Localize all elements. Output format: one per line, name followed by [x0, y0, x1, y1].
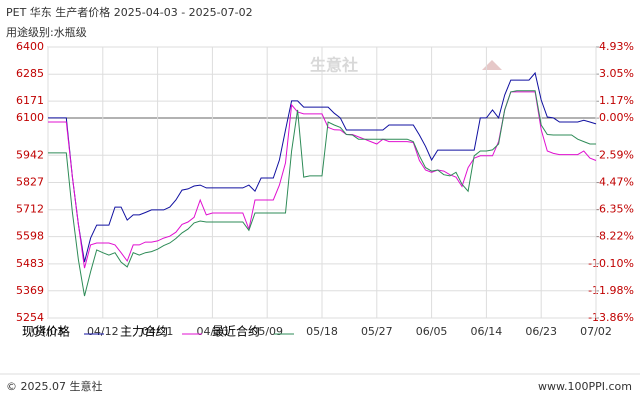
y2-tick-label: -8.22%: [595, 230, 634, 243]
legend-label: 最近合约: [212, 324, 260, 339]
x-tick-label: 04/12: [87, 325, 119, 338]
y2-tick-label: 4.93%: [599, 40, 634, 53]
y-tick-label: 5712: [16, 203, 44, 216]
x-tick-label: 06/05: [416, 325, 448, 338]
x-tick-label: 06/23: [525, 325, 557, 338]
y2-tick-label: 1.17%: [599, 94, 634, 107]
y-tick-label: 6100: [16, 111, 44, 124]
y-tick-label: 5942: [16, 148, 44, 161]
y-tick-label: 5369: [16, 284, 44, 297]
y-tick-label: 6171: [16, 94, 44, 107]
y-tick-label: 5483: [16, 257, 44, 270]
legend-label: 现货价格: [22, 324, 70, 339]
x-tick-label: 04/21: [142, 325, 174, 338]
y2-tick-label: -4.47%: [595, 176, 634, 189]
footer-left: © 2025.07 生意社: [6, 379, 102, 393]
legend-label: 主力合约: [120, 324, 168, 339]
chart-title: PET 华东 生产者价格 2025-04-03 - 2025-07-02: [6, 5, 253, 19]
y2-tick-label: 0.00%: [599, 111, 634, 124]
x-tick-label: 05/09: [251, 325, 283, 338]
footer-right: www.100PPI.com: [538, 380, 632, 393]
watermark-logo: [482, 60, 502, 70]
y-tick-label: 6285: [16, 67, 44, 80]
x-tick-label: 04/03: [32, 325, 64, 338]
series-line: [48, 71, 597, 263]
y-tick-label: 5254: [16, 311, 44, 324]
y2-tick-label: -13.86%: [588, 311, 634, 324]
series-line: [48, 90, 596, 297]
x-tick-label: 06/14: [471, 325, 503, 338]
x-tick-label: 07/02: [580, 325, 612, 338]
x-tick-label: 04/30: [197, 325, 229, 338]
y2-tick-label: -11.98%: [588, 284, 634, 297]
x-tick-label: 05/18: [306, 325, 338, 338]
watermark: 生意社: [310, 56, 358, 75]
y2-tick-label: -6.35%: [595, 203, 634, 216]
y-tick-label: 5827: [16, 176, 44, 189]
y2-tick-label: 3.05%: [599, 67, 634, 80]
y2-tick-label: -2.59%: [595, 148, 634, 161]
chart-subtitle: 用途级别:水瓶级: [6, 25, 87, 39]
x-tick-label: 05/27: [361, 325, 393, 338]
y2-tick-label: -10.10%: [588, 257, 634, 270]
y-tick-label: 6400: [16, 40, 44, 53]
y-tick-label: 5598: [16, 230, 44, 243]
